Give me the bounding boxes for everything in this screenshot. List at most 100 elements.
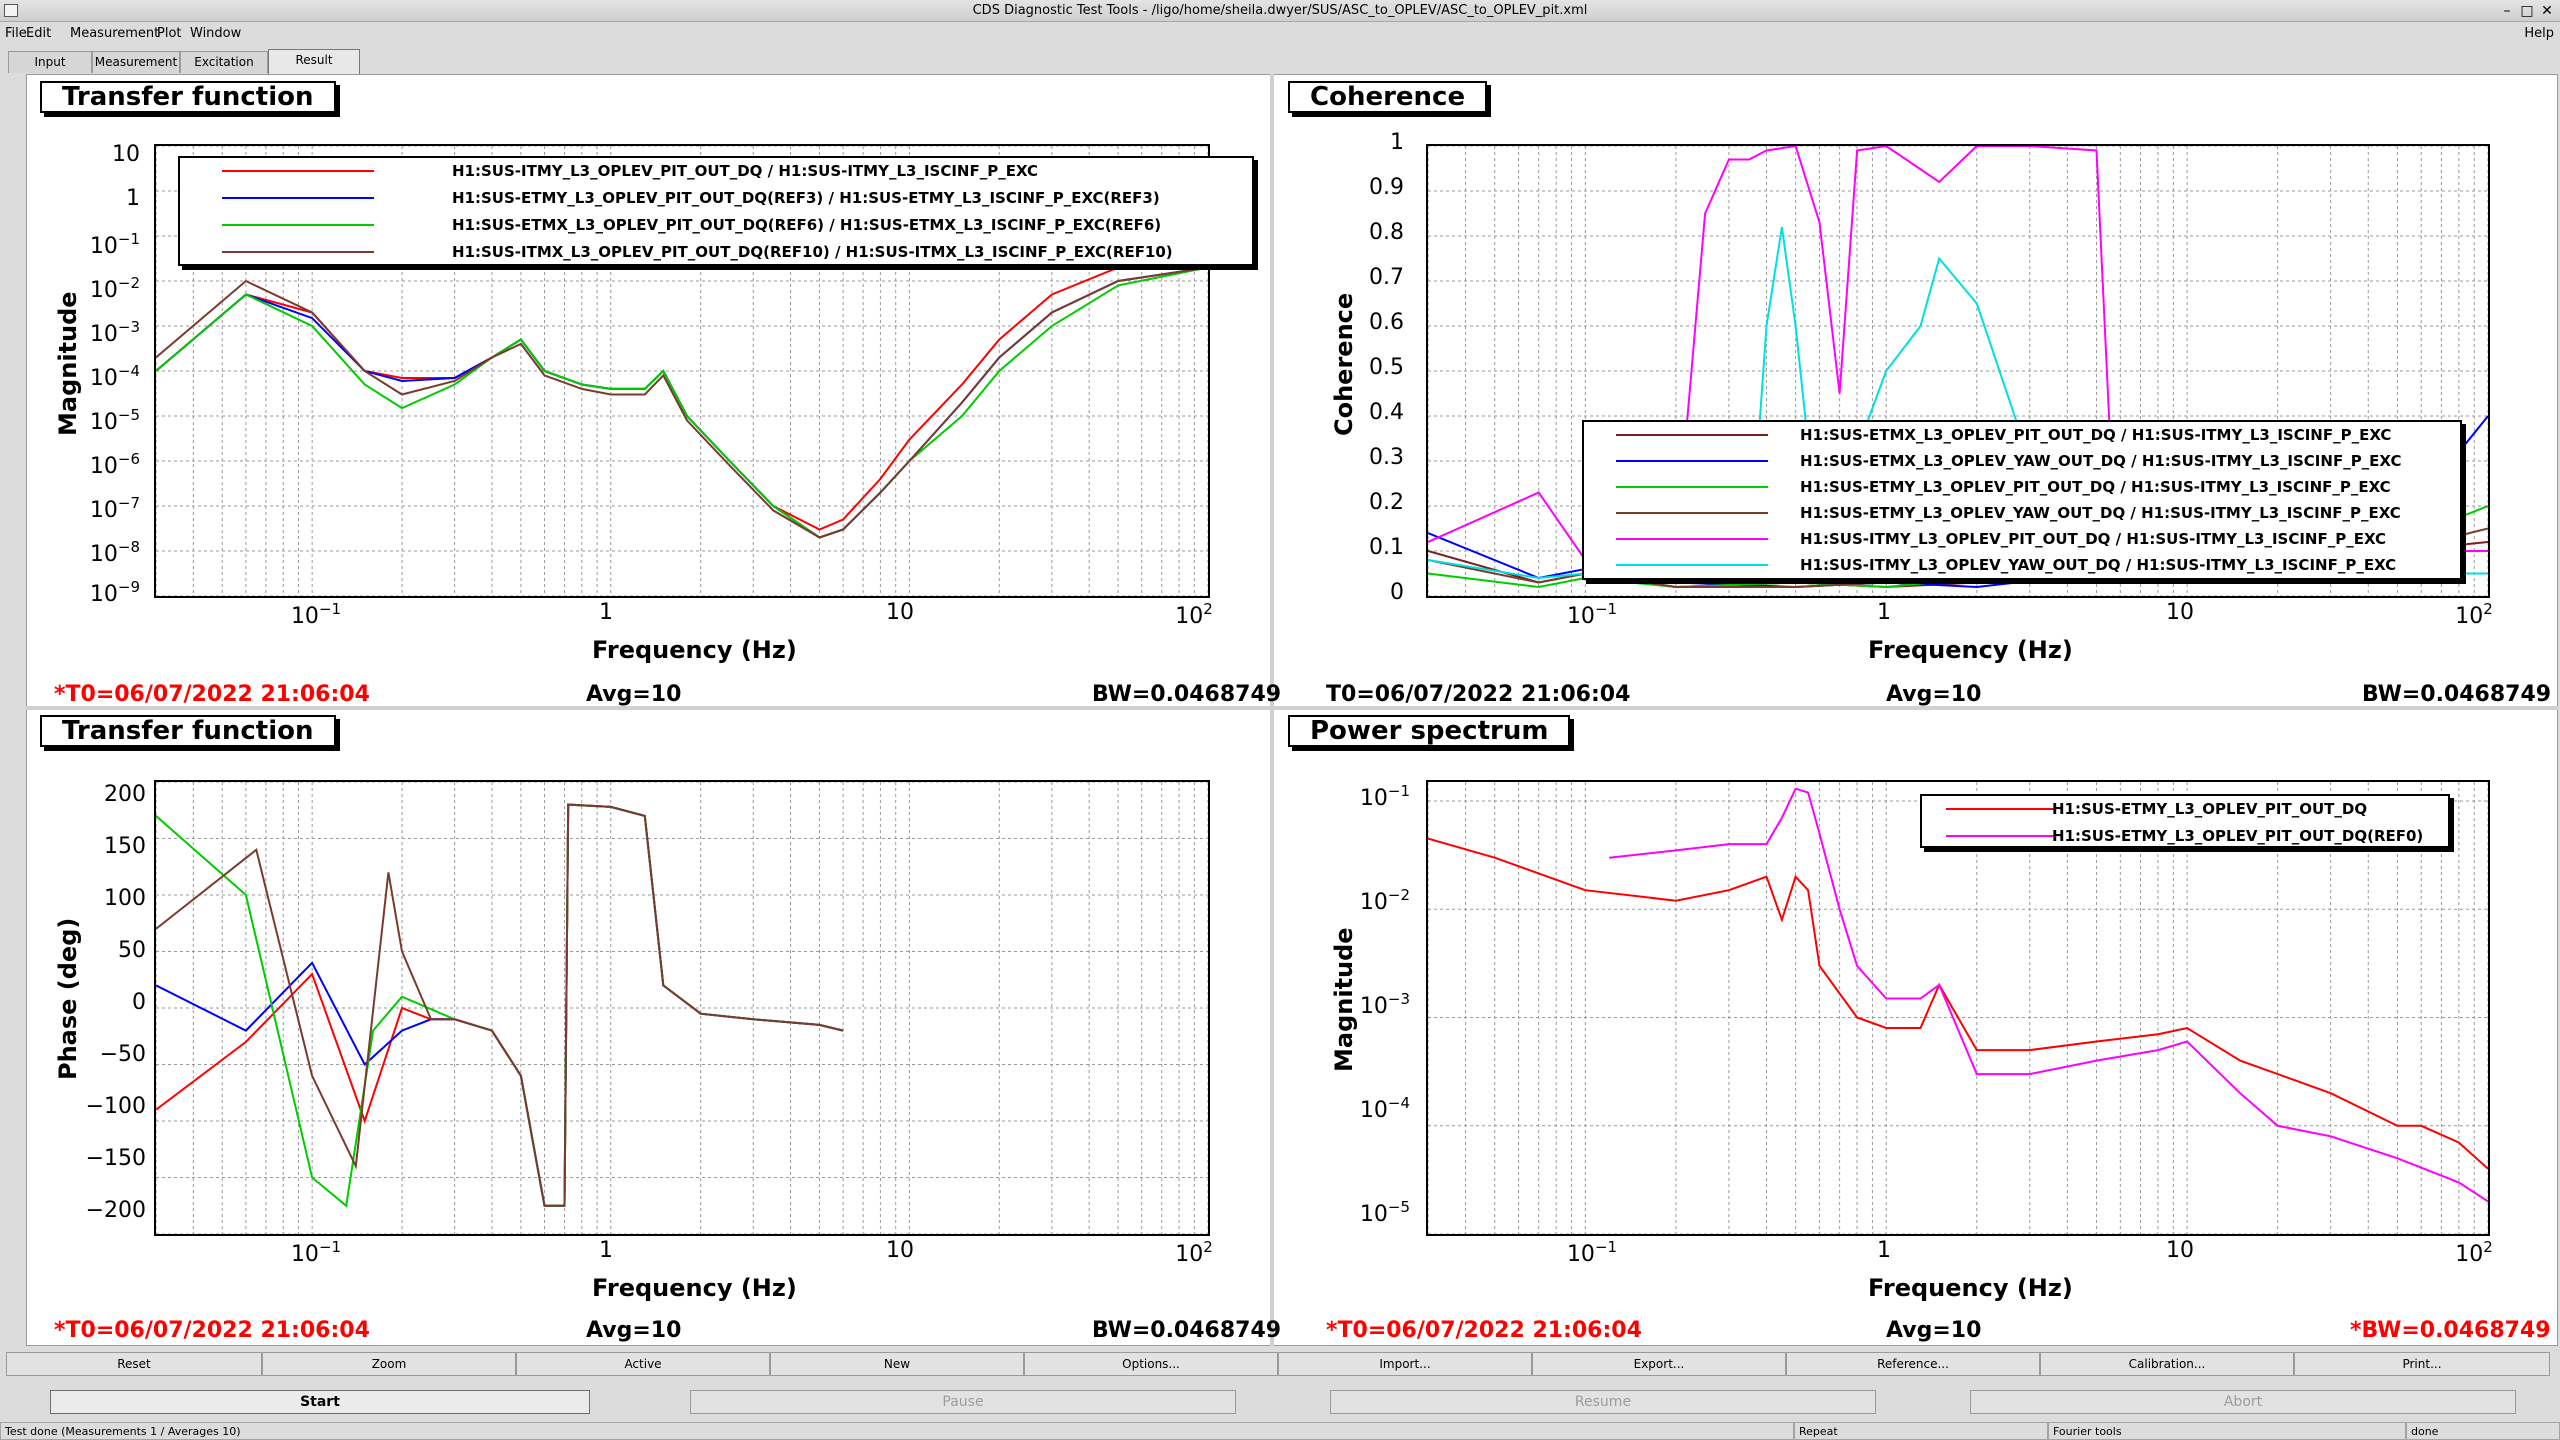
- import-button[interactable]: Import...: [1278, 1352, 1532, 1376]
- y-tick-label: 0.5: [1369, 355, 1404, 380]
- panel-transfer-function-magnitude[interactable]: Transfer function 10 1 10−1 10−2 10−3 10…: [26, 76, 1281, 707]
- close-icon[interactable]: ✕: [2541, 3, 2553, 19]
- legend-swatch: [222, 197, 374, 199]
- x-tick-label: 10: [886, 1238, 914, 1263]
- legend-label: H1:SUS-ETMY_L3_OPLEV_YAW_OUT_DQ / H1:SUS…: [1800, 504, 2401, 522]
- x-tick-label: 10: [2166, 600, 2194, 625]
- new-button[interactable]: New: [770, 1352, 1024, 1376]
- tab-measurement[interactable]: Measurement: [92, 51, 180, 73]
- legend-swatch: [222, 224, 374, 226]
- avg-label: Avg=10: [1886, 682, 1982, 707]
- horizontal-splitter[interactable]: [26, 706, 2558, 710]
- panel-title: Coherence: [1288, 81, 1488, 113]
- abort-button[interactable]: Abort: [1970, 1390, 2516, 1414]
- y-tick-label: 1: [1390, 130, 1404, 155]
- pause-button[interactable]: Pause: [690, 1390, 1236, 1414]
- y-tick-label: 0.1: [1369, 535, 1404, 560]
- active-button[interactable]: Active: [516, 1352, 770, 1376]
- y-tick-label: 0.6: [1369, 310, 1404, 335]
- y-tick-label: 200: [104, 782, 146, 807]
- legend-swatch: [1946, 835, 2056, 837]
- series-line-1: [156, 266, 1208, 531]
- calibration-button[interactable]: Calibration...: [2040, 1352, 2294, 1376]
- menu-file[interactable]: File: [5, 26, 27, 41]
- export-button[interactable]: Export...: [1532, 1352, 1786, 1376]
- menu-help[interactable]: Help: [2524, 26, 2554, 41]
- avg-label: Avg=10: [1886, 1318, 1982, 1343]
- y-tick-label: 10−3: [1359, 990, 1410, 1019]
- y-tick-label: 10−1: [1359, 782, 1410, 811]
- legend-swatch: [1616, 434, 1768, 436]
- print-button[interactable]: Print...: [2294, 1352, 2550, 1376]
- tab-excitation[interactable]: Excitation: [180, 51, 268, 73]
- legend-label: H1:SUS-ETMY_L3_OPLEV_PIT_OUT_DQ(REF3) / …: [452, 189, 1160, 207]
- tab-result[interactable]: Result: [268, 49, 360, 74]
- panel-title: Power spectrum: [1288, 715, 1571, 747]
- command-bar: Reset Zoom Active New Options... Import.…: [0, 1352, 2560, 1376]
- legend-swatch: [1616, 564, 1768, 566]
- menu-edit[interactable]: Edit: [26, 26, 52, 41]
- y-tick-label: 10−1: [89, 230, 140, 259]
- y-tick-label: 10−2: [89, 274, 140, 303]
- x-tick-label: 1: [599, 600, 613, 625]
- y-tick-label: 10: [112, 142, 140, 167]
- y-tick-label: 0.3: [1369, 445, 1404, 470]
- bw-label: BW=0.0468749: [2362, 682, 2552, 707]
- minimize-icon[interactable]: –: [2503, 3, 2511, 19]
- start-button[interactable]: Start: [50, 1390, 590, 1414]
- x-axis-label: Frequency (Hz): [1868, 636, 2073, 664]
- psd-plot-svg: [1428, 782, 2488, 1234]
- legend-swatch: [1616, 512, 1768, 514]
- y-tick-label: 0.2: [1369, 490, 1404, 515]
- legend-label: H1:SUS-ETMX_L3_OPLEV_PIT_OUT_DQ(REF6) / …: [452, 216, 1162, 234]
- y-tick-label: 1: [126, 186, 140, 211]
- x-tick-label: 102: [2455, 1238, 2493, 1267]
- y-tick-label: 10−5: [1359, 1198, 1410, 1227]
- x-tick-label: 10: [886, 600, 914, 625]
- x-tick-label: 1: [1877, 1238, 1891, 1263]
- reference-button[interactable]: Reference...: [1786, 1352, 2040, 1376]
- resume-button[interactable]: Resume: [1330, 1390, 1876, 1414]
- t0-label: *T0=06/07/2022 21:06:04: [54, 1318, 370, 1343]
- series-line-4: [156, 803, 844, 1207]
- y-tick-label: 10−3: [89, 318, 140, 347]
- legend-label: H1:SUS-ITMX_L3_OPLEV_PIT_OUT_DQ(REF10) /…: [452, 243, 1173, 261]
- y-tick-label: −100: [85, 1094, 146, 1119]
- y-tick-label: −150: [85, 1146, 146, 1171]
- status-message: Test done (Measurements 1 / Averages 10): [0, 1422, 1794, 1440]
- menu-bar: File Edit Measurement Plot Window Help: [0, 22, 2560, 46]
- x-tick-label: 10−1: [1566, 600, 1618, 629]
- y-tick-label: 150: [104, 834, 146, 859]
- legend-swatch: [1616, 486, 1768, 488]
- y-axis-label: Magnitude: [1330, 927, 1358, 1072]
- x-tick-label: 102: [1175, 600, 1213, 629]
- legend-label: H1:SUS-ITMY_L3_OPLEV_PIT_OUT_DQ / H1:SUS…: [452, 162, 1039, 180]
- panel-coherence[interactable]: Coherence 1 0.9 0.8 0.7 0.6 0.5 0.4 0.3 …: [1274, 76, 2558, 707]
- plot-frame[interactable]: [1426, 780, 2490, 1236]
- vertical-splitter[interactable]: [1270, 74, 1274, 1346]
- reset-button[interactable]: Reset: [6, 1352, 262, 1376]
- y-axis-label: Magnitude: [54, 291, 82, 436]
- series-line-2: [1609, 787, 2488, 1203]
- x-tick-label: 10−1: [1566, 1238, 1618, 1267]
- y-tick-label: 10−8: [89, 538, 140, 567]
- panel-power-spectrum[interactable]: Power spectrum 10−1 10−2 10−3 10−4 10−5 …: [1274, 710, 2558, 1346]
- app-icon: [4, 4, 18, 17]
- tab-input[interactable]: Input: [8, 51, 92, 73]
- x-tick-label: 10: [2166, 1238, 2194, 1263]
- options-button[interactable]: Options...: [1024, 1352, 1278, 1376]
- plot-frame[interactable]: [154, 780, 1210, 1236]
- panel-transfer-function-phase[interactable]: Transfer function 200 150 100 50 0 −50 −…: [26, 710, 1281, 1346]
- legend[interactable]: H1:SUS-ETMY_L3_OPLEV_PIT_OUT_DQ H1:SUS-E…: [1920, 794, 2450, 848]
- x-axis-label: Frequency (Hz): [592, 1274, 797, 1302]
- menu-plot[interactable]: Plot: [157, 26, 182, 41]
- menu-window[interactable]: Window: [190, 26, 242, 41]
- legend[interactable]: H1:SUS-ETMX_L3_OPLEV_PIT_OUT_DQ / H1:SUS…: [1582, 420, 2462, 580]
- zoom-button[interactable]: Zoom: [262, 1352, 516, 1376]
- menu-measurement[interactable]: Measurement: [70, 26, 160, 41]
- maximize-icon[interactable]: □: [2520, 3, 2534, 19]
- y-tick-label: 0.7: [1369, 265, 1404, 290]
- x-tick-label: 102: [2455, 600, 2493, 629]
- y-tick-label: −50: [99, 1042, 146, 1067]
- legend[interactable]: H1:SUS-ITMY_L3_OPLEV_PIT_OUT_DQ / H1:SUS…: [178, 156, 1254, 266]
